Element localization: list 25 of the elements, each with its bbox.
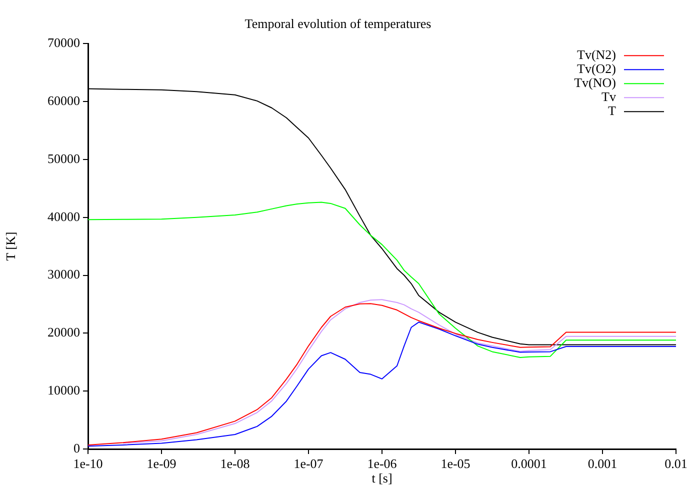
- chart-title: Temporal evolution of temperatures: [244, 16, 432, 32]
- y-tick-label: 40000: [48, 208, 80, 224]
- x-tick-label: 1e-05: [440, 456, 470, 472]
- legend-label: T: [608, 103, 616, 118]
- x-tick-label: 1e-10: [73, 456, 103, 472]
- x-tick-label: 0.001: [588, 456, 618, 472]
- y-tick-label: 70000: [48, 35, 80, 50]
- y-tick-label: 50000: [48, 150, 80, 166]
- y-tick-label: 60000: [48, 92, 80, 108]
- legend-label: Tv: [602, 89, 616, 104]
- x-tick-label: 1e-09: [146, 456, 176, 472]
- y-tick-label: 0: [74, 440, 80, 456]
- y-tick-label: 10000: [48, 382, 80, 398]
- legend-label: Tv(NO): [574, 75, 616, 90]
- x-tick-label: 0.0001: [511, 456, 547, 472]
- legend-label: Tv(N2): [577, 47, 616, 62]
- y-axis-title: T [K]: [3, 232, 18, 261]
- x-axis-title: t [s]: [372, 470, 392, 486]
- x-tick-label: 1e-06: [367, 456, 398, 472]
- y-tick-label: 30000: [48, 266, 80, 282]
- legend-label: Tv(O2): [577, 61, 616, 76]
- x-tick-label: 0.01: [664, 456, 688, 472]
- y-tick-label: 20000: [48, 324, 80, 340]
- x-tick-label: 1e-07: [294, 456, 324, 472]
- x-tick-label: 1e-08: [220, 456, 250, 472]
